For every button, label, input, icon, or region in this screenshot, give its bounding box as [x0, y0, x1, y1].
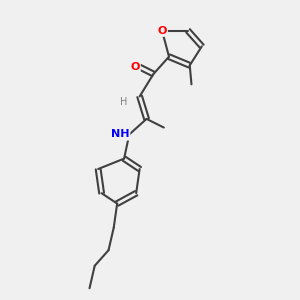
Text: O: O — [158, 26, 167, 36]
Text: H: H — [120, 97, 128, 106]
Text: NH: NH — [111, 129, 129, 140]
Text: O: O — [130, 62, 140, 72]
